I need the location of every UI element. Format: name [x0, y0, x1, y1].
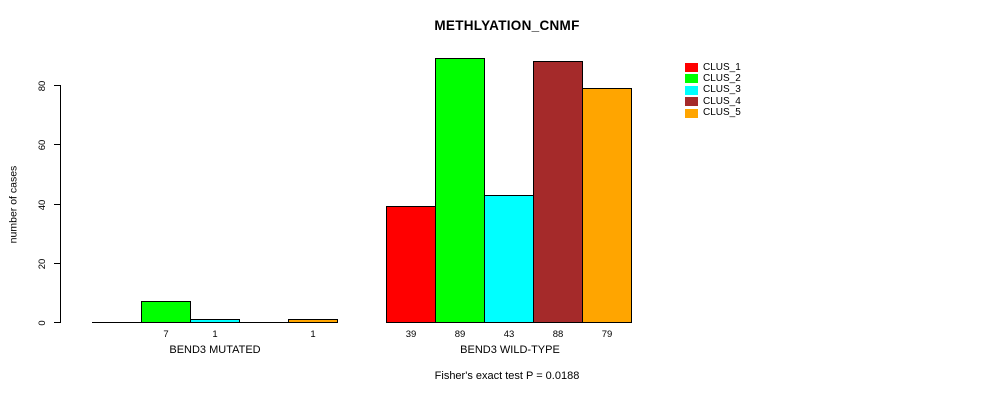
y-tick-label: 0 [37, 320, 48, 326]
bar-value-label: 1 [310, 329, 316, 340]
bar-clus_3-wild-type [484, 195, 534, 323]
legend-label: CLUS_5 [703, 107, 741, 119]
legend-item-clus_1: CLUS_1 [685, 61, 741, 73]
bar-clus_5-wild-type [582, 88, 632, 323]
bar-clus_4-wild-type [533, 61, 583, 323]
legend-swatch-clus_3 [685, 85, 698, 95]
bar-value-label: 79 [601, 329, 613, 340]
bar-clus_5-mutated [288, 319, 338, 323]
y-tick [54, 263, 60, 264]
chart-title: METHLYATION_CNMF [434, 18, 580, 33]
legend-swatch-clus_2 [685, 74, 698, 84]
bar-value-label: 1 [212, 329, 218, 340]
y-tick [54, 144, 60, 145]
legend-item-clus_4: CLUS_4 [685, 95, 741, 107]
bar-clus_3-mutated [190, 319, 240, 323]
bar-clus_2-mutated [141, 301, 191, 323]
legend-item-clus_2: CLUS_2 [685, 72, 741, 84]
legend-label: CLUS_4 [703, 95, 741, 107]
group-label-bend3-mutated: BEND3 MUTATED [169, 344, 261, 356]
y-tick-label: 20 [37, 258, 48, 270]
y-axis-line [60, 85, 61, 323]
legend-label: CLUS_3 [703, 84, 741, 96]
y-tick-label: 60 [37, 139, 48, 151]
legend-item-clus_5: CLUS_5 [685, 107, 741, 119]
bar-value-label: 7 [163, 329, 169, 340]
bar-value-label: 89 [454, 329, 466, 340]
y-axis-label: number of cases [7, 165, 20, 244]
legend-label: CLUS_1 [703, 61, 741, 73]
bar-clus_1-wild-type [386, 206, 436, 323]
y-tick [54, 85, 60, 86]
legend-swatch-clus_1 [685, 63, 698, 72]
bar-value-label: 39 [405, 329, 417, 340]
group-label-bend3-wild-type: BEND3 WILD-TYPE [460, 344, 560, 356]
fisher-test-annotation: Fisher's exact test P = 0.0188 [434, 370, 580, 382]
bar-value-label: 43 [503, 329, 515, 340]
legend-swatch-clus_4 [685, 97, 698, 107]
y-tick-label: 80 [37, 80, 48, 92]
legend-swatch-clus_5 [685, 108, 698, 118]
legend: CLUS_1 CLUS_2 CLUS_3 CLUS_4 CLUS_5 [685, 61, 741, 120]
bar-value-label: 88 [552, 329, 564, 340]
y-tick [54, 322, 60, 323]
y-tick [54, 204, 60, 205]
legend-label: CLUS_2 [703, 72, 741, 84]
bar-clus_2-wild-type [435, 58, 485, 323]
legend-item-clus_3: CLUS_3 [685, 84, 741, 96]
y-tick-label: 40 [37, 199, 48, 211]
